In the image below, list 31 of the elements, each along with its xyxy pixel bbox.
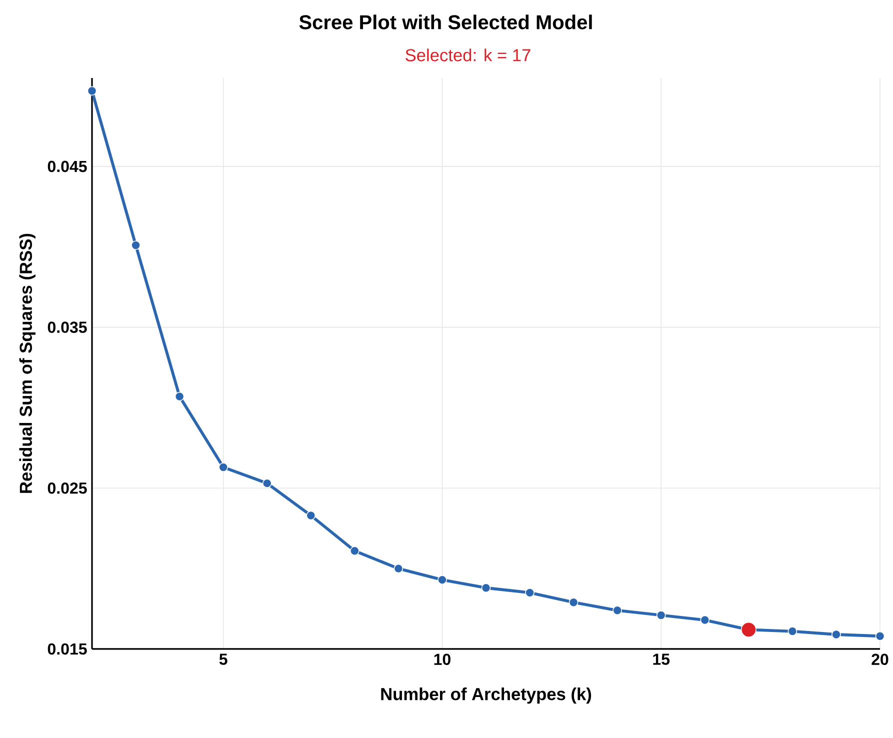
x-tick-label: 15 bbox=[653, 654, 670, 665]
point bbox=[218, 462, 228, 472]
y-tick-label: 0.045 bbox=[48, 160, 87, 172]
x-tick-label: 5 bbox=[219, 654, 228, 665]
point bbox=[788, 626, 798, 636]
point bbox=[87, 86, 97, 96]
point bbox=[306, 510, 316, 520]
point bbox=[394, 564, 404, 574]
point bbox=[262, 478, 272, 488]
x-axis-title: Number of Archetypes (k) bbox=[381, 688, 592, 704]
point bbox=[740, 622, 756, 638]
y-axis-title: Residual Sum of Squares (RSS) bbox=[19, 234, 36, 493]
chart-title: Scree Plot with Selected Model bbox=[299, 14, 592, 30]
point bbox=[481, 583, 491, 593]
chart-subtitle: Selected: k = 17 bbox=[406, 48, 530, 62]
point bbox=[612, 606, 622, 616]
point bbox=[700, 615, 710, 625]
point bbox=[875, 631, 885, 641]
point bbox=[656, 610, 666, 620]
point bbox=[174, 392, 184, 402]
y-tick-label: 0.035 bbox=[48, 322, 87, 333]
point bbox=[525, 588, 534, 598]
x-tick-label: 20 bbox=[872, 654, 888, 666]
point bbox=[131, 240, 140, 250]
y-tick-label: 0.015 bbox=[48, 643, 87, 655]
x-tick-label: 10 bbox=[434, 654, 450, 666]
point bbox=[832, 630, 841, 640]
point bbox=[438, 575, 447, 584]
y-tick-label: 0.025 bbox=[48, 482, 87, 494]
point bbox=[568, 598, 578, 608]
point bbox=[350, 546, 360, 556]
